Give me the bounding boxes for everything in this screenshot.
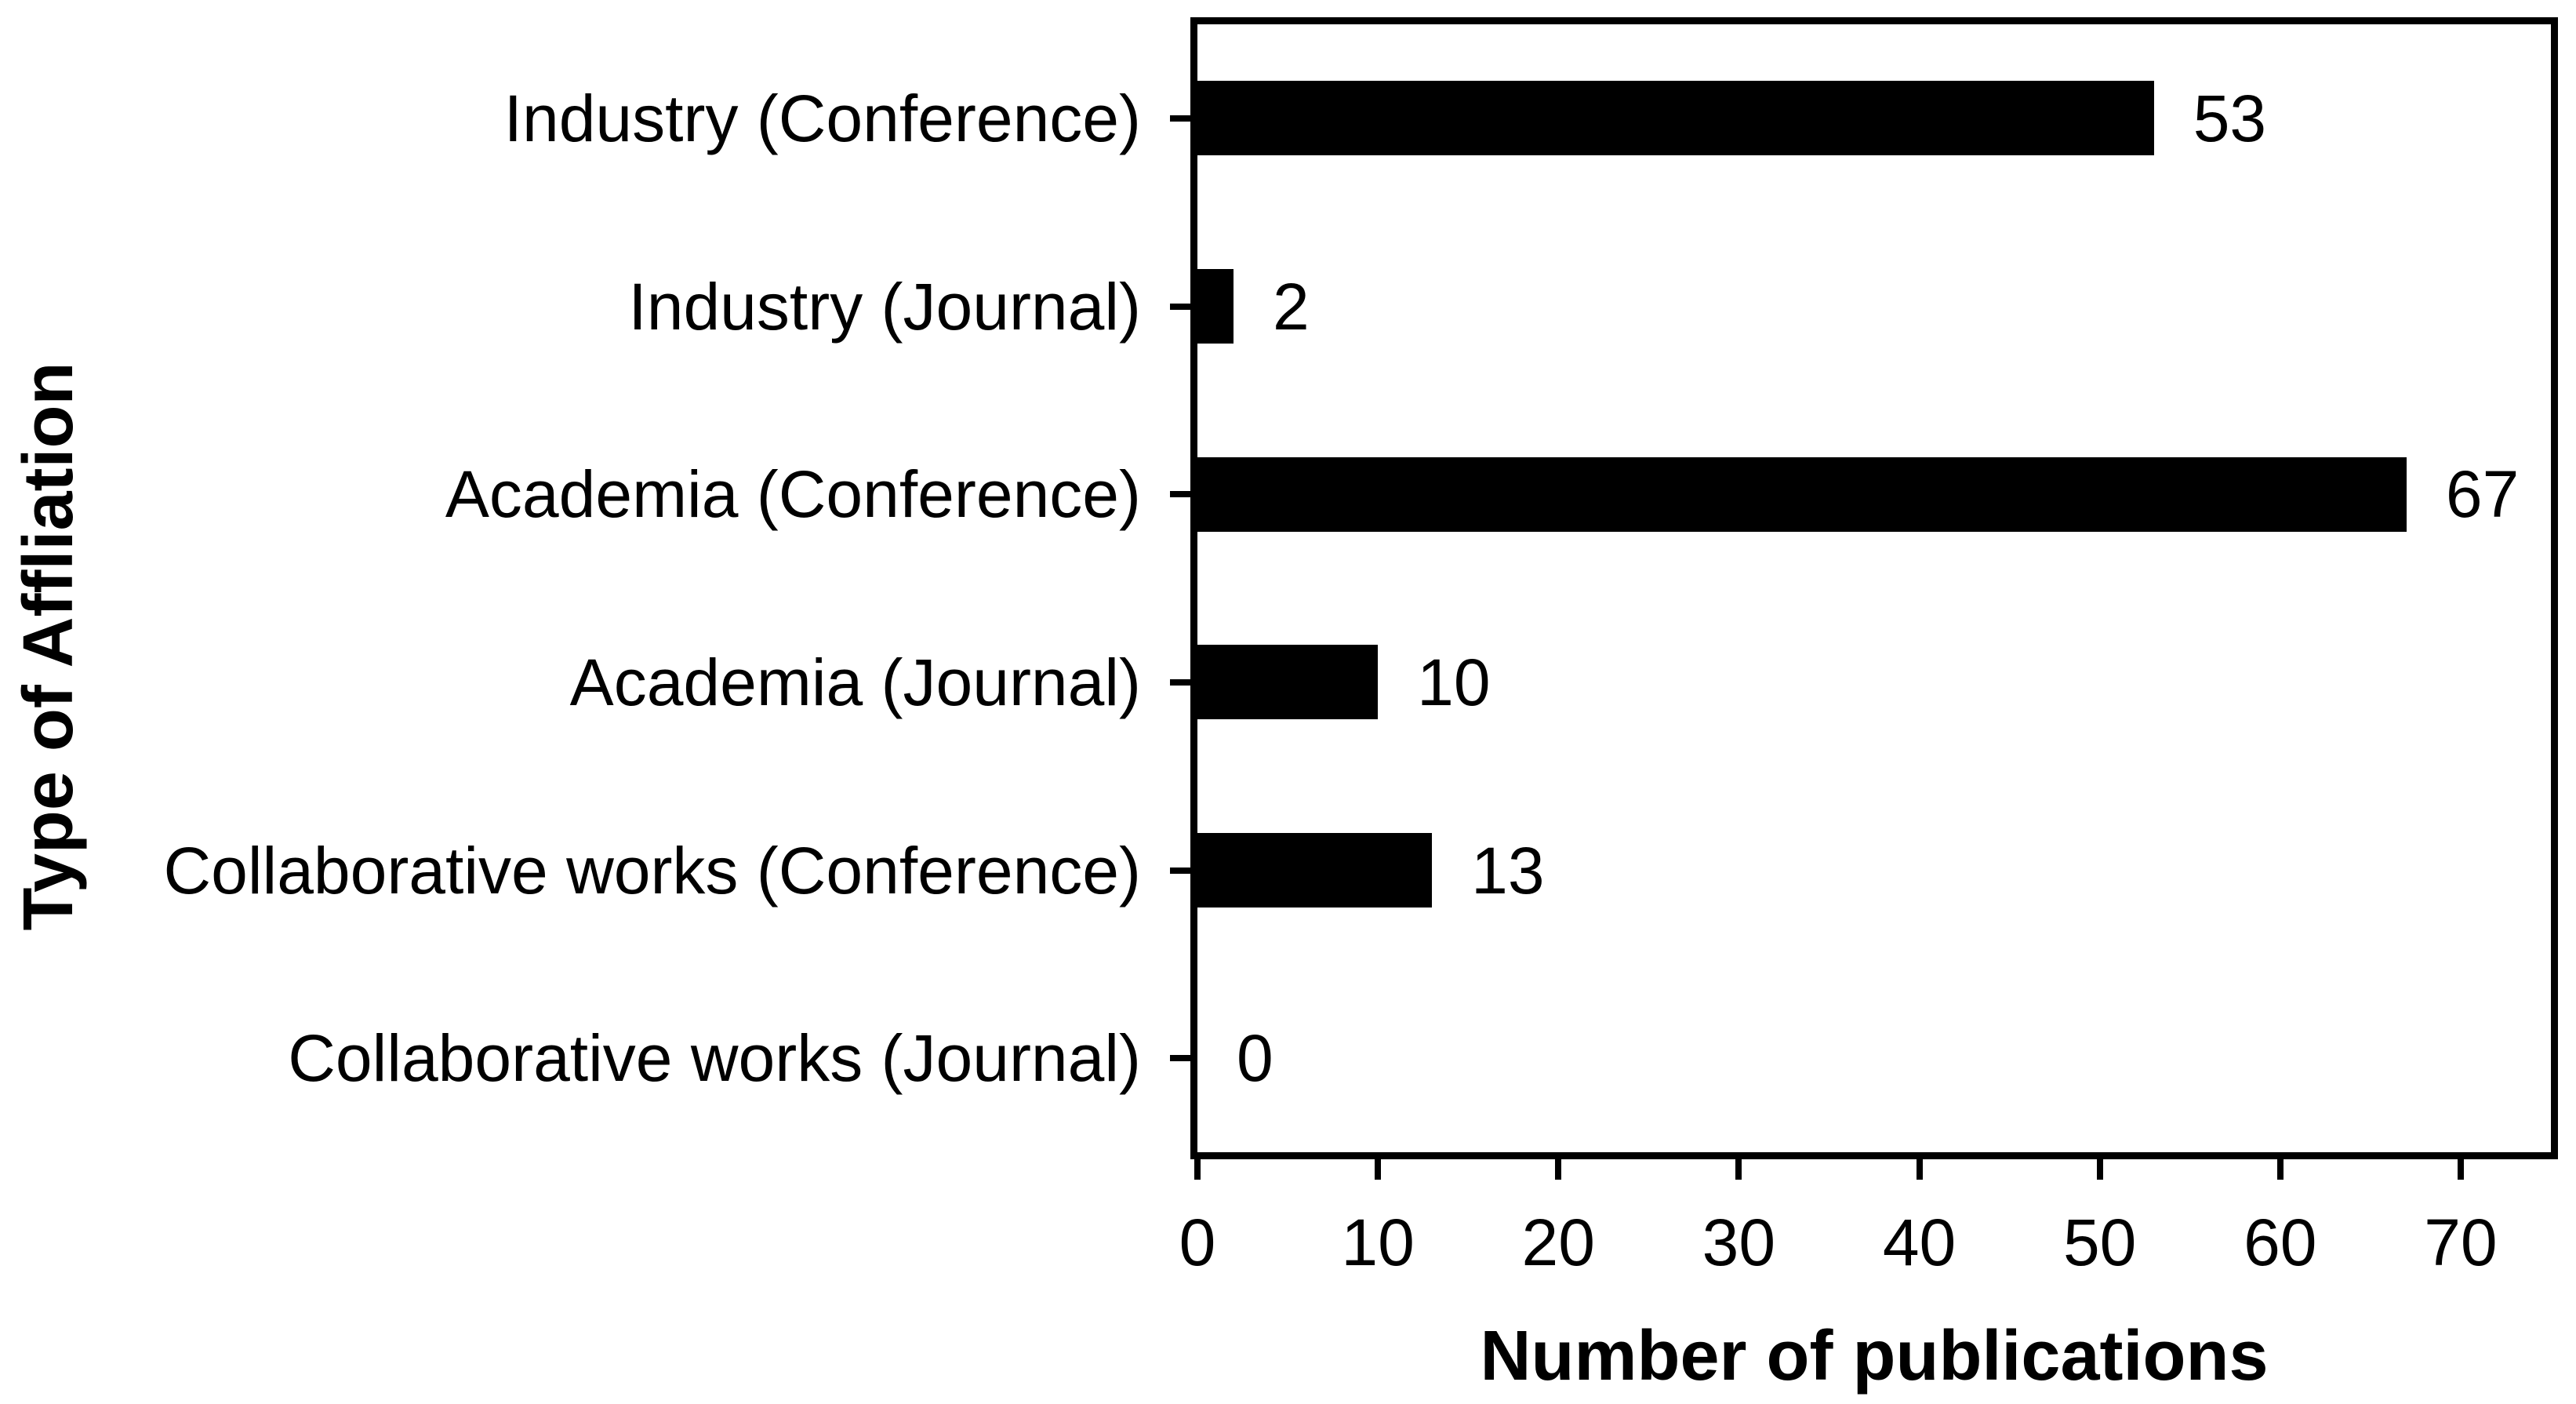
bar-academia-conference — [1197, 456, 2407, 532]
y-axis-title: Type of Affliation — [9, 362, 88, 931]
value-label-academia-conference: 67 — [2445, 457, 2520, 532]
y-tick — [1170, 303, 1190, 310]
x-tick-label: 30 — [1702, 1206, 1776, 1279]
category-label-collaborative-works-conference: Collaborative works (Conference) — [163, 833, 1141, 908]
bar-industry-journal — [1197, 269, 1234, 344]
y-tick — [1170, 115, 1190, 122]
bar-collaborative-works-conference — [1197, 833, 1433, 908]
y-tick — [1170, 1055, 1190, 1062]
x-tick — [1555, 1159, 1562, 1180]
value-label-collaborative-works-conference: 13 — [1471, 833, 1545, 908]
category-label-industry-journal: Industry (Journal) — [628, 269, 1141, 344]
x-tick — [2457, 1159, 2464, 1180]
value-label-industry-journal: 2 — [1273, 269, 1310, 344]
bar-industry-conference — [1197, 81, 2154, 156]
category-label-collaborative-works-journal: Collaborative works (Journal) — [288, 1021, 1141, 1096]
x-tick — [1916, 1159, 1923, 1180]
x-tick — [2276, 1159, 2284, 1180]
x-tick — [1375, 1159, 1382, 1180]
x-tick — [1735, 1159, 1742, 1180]
x-tick — [1194, 1159, 1201, 1180]
x-tick-label: 60 — [2244, 1206, 2317, 1279]
x-tick-label: 10 — [1341, 1206, 1415, 1279]
y-tick — [1170, 867, 1190, 874]
category-label-academia-conference: Academia (Conference) — [445, 457, 1141, 532]
y-tick — [1170, 491, 1190, 498]
bar-academia-journal — [1197, 645, 1379, 720]
category-label-industry-conference: Industry (Conference) — [503, 81, 1141, 155]
value-label-collaborative-works-journal: 0 — [1237, 1021, 1273, 1096]
plot-area: Industry (Conference) 53 Industry (Journal… — [163, 17, 2558, 1391]
x-tick — [2096, 1159, 2103, 1180]
x-tick-label: 70 — [2424, 1206, 2498, 1279]
x-tick-label: 0 — [1179, 1206, 1216, 1279]
y-tick — [1170, 678, 1190, 686]
x-tick-label: 40 — [1882, 1206, 1957, 1279]
x-tick-label: 50 — [2062, 1206, 2137, 1279]
value-label-industry-conference: 53 — [2193, 81, 2267, 155]
category-label-academia-journal: Academia (Journal) — [569, 645, 1141, 719]
x-tick-label: 20 — [1521, 1206, 1595, 1279]
x-axis-title: Number of publications — [1480, 1317, 2269, 1395]
value-label-academia-journal: 10 — [1417, 645, 1491, 719]
